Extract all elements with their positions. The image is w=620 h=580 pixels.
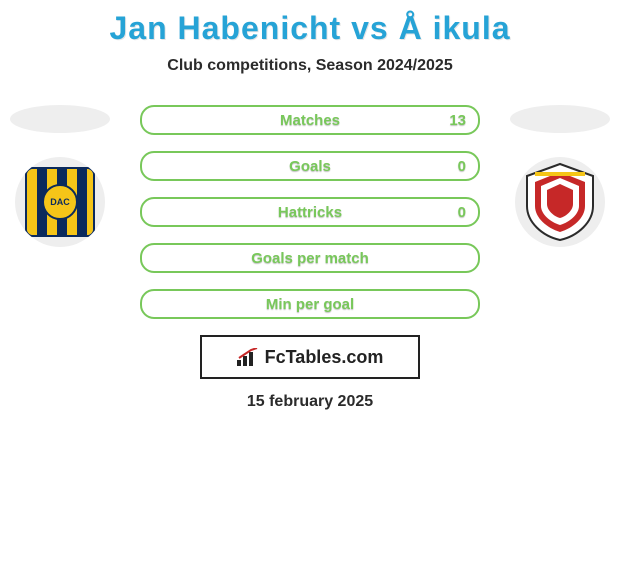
player-photo-left bbox=[10, 105, 110, 133]
subtitle: Club competitions, Season 2024/2025 bbox=[0, 57, 620, 75]
stats-area: DAC Matches 13 bbox=[0, 105, 620, 411]
stat-right-value: 0 bbox=[458, 204, 466, 221]
stat-row-min-per-goal: Min per goal bbox=[140, 289, 480, 319]
stat-row-matches: Matches 13 bbox=[140, 105, 480, 135]
player-photo-right bbox=[510, 105, 610, 133]
stat-row-hattricks: Hattricks 0 bbox=[140, 197, 480, 227]
club-badge-left: DAC bbox=[15, 157, 105, 247]
stat-label: Goals bbox=[289, 158, 331, 175]
stat-rows: Matches 13 Goals 0 Hattricks 0 Goals per… bbox=[140, 105, 480, 319]
dac-logo-icon: DAC bbox=[25, 167, 95, 237]
footer-date: 15 february 2025 bbox=[0, 393, 620, 411]
club-badge-right bbox=[515, 157, 605, 247]
page-title: Jan Habenicht vs Å ikula bbox=[0, 10, 620, 47]
brand-badge[interactable]: FcTables.com bbox=[200, 335, 420, 379]
stat-right-value: 13 bbox=[449, 112, 466, 129]
stat-label: Hattricks bbox=[278, 204, 342, 221]
stat-label: Matches bbox=[280, 112, 340, 129]
stat-label: Goals per match bbox=[251, 250, 369, 267]
stat-right-value: 0 bbox=[458, 158, 466, 175]
stat-row-goals: Goals 0 bbox=[140, 151, 480, 181]
dukla-logo-icon bbox=[523, 162, 597, 242]
fctables-logo-icon bbox=[237, 348, 259, 366]
comparison-container: Jan Habenicht vs Å ikula Club competitio… bbox=[0, 0, 620, 411]
stat-label: Min per goal bbox=[266, 296, 354, 313]
stat-row-goals-per-match: Goals per match bbox=[140, 243, 480, 273]
brand-text: FcTables.com bbox=[265, 347, 384, 368]
